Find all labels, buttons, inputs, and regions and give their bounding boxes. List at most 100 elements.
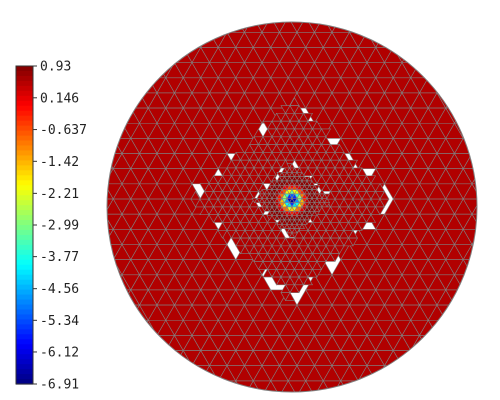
mesh-cell [78, 17, 96, 32]
mesh-cell [87, 2, 105, 17]
mesh-cell [332, 2, 350, 17]
mesh-cell [462, 62, 477, 79]
mesh-cell [490, 2, 500, 17]
mesh-cell [235, 380, 254, 392]
mesh-cell [107, 152, 114, 170]
colorbar-band [16, 314, 33, 321]
colorbar-band [16, 150, 33, 157]
mesh-cell [471, 380, 477, 392]
mesh-cell [173, 22, 193, 33]
mesh-cell [147, 31, 167, 48]
mesh-cell [112, 380, 132, 392]
colorbar-band [16, 210, 33, 216]
mesh-cell [445, 350, 464, 367]
colorbar-band [16, 279, 33, 286]
mesh-cell [462, 107, 477, 124]
mesh-cell [182, 380, 202, 392]
mesh-cell [471, 198, 477, 215]
mesh-cell [156, 365, 176, 382]
mesh-cell [481, 351, 499, 366]
colorbar-band [16, 215, 33, 221]
mesh-cell [453, 77, 473, 94]
mesh-cell [490, 305, 500, 320]
mesh-cell [78, 63, 96, 78]
mesh-cell [385, 2, 403, 17]
mesh-cell [280, 2, 298, 17]
mesh-cell [182, 31, 202, 48]
mesh-cell [210, 2, 228, 17]
mesh-cell [130, 77, 149, 94]
mesh-cell [87, 123, 105, 138]
mesh-cell [366, 22, 386, 33]
mesh-cell [121, 319, 141, 336]
mesh-cell [323, 2, 341, 17]
mesh-cell [78, 32, 96, 47]
mesh-cell [481, 396, 499, 400]
mesh-cell [428, 2, 446, 17]
mesh-cell [107, 274, 123, 291]
mesh-cell [112, 92, 132, 109]
mesh-cell [481, 184, 499, 199]
mesh-cell [428, 396, 446, 400]
mesh-cell [490, 199, 500, 214]
mesh-cell [427, 47, 447, 64]
mesh-cell [78, 396, 96, 400]
mesh-cell [112, 365, 132, 382]
mesh-cell [130, 62, 149, 79]
mesh-cell [365, 214, 377, 223]
mesh-cell [140, 2, 158, 17]
colorbar-band [16, 170, 33, 176]
mesh-cell [306, 396, 324, 400]
domain-boundary [106, 21, 478, 393]
mesh-cell [481, 2, 499, 17]
colorbar-band [16, 269, 33, 276]
mesh-cell [130, 319, 149, 337]
mesh-cell [490, 184, 500, 199]
mesh-cell [87, 381, 105, 396]
mesh-cell [112, 22, 132, 33]
mesh-cell [445, 47, 464, 64]
mesh-cell [481, 138, 499, 153]
mesh-cell [87, 138, 105, 153]
mesh-cell [316, 261, 327, 270]
colorbar-band [16, 244, 33, 251]
colorbar-band [16, 80, 33, 87]
mesh-cell [78, 381, 96, 396]
mesh-cell [112, 62, 132, 79]
mesh-cell [481, 63, 499, 78]
mesh-cell [218, 396, 236, 400]
mesh-cell [481, 290, 499, 305]
mesh-cell [375, 31, 394, 48]
mesh-cell [383, 22, 403, 33]
mesh-cell [462, 77, 477, 94]
mesh-cell [481, 78, 499, 93]
mesh-cell [481, 17, 499, 32]
mesh-cell [87, 169, 105, 184]
mesh-cell [481, 214, 499, 229]
colorbar-band [16, 75, 33, 82]
mesh-cell [70, 47, 88, 62]
mesh-cell [130, 47, 149, 64]
mesh-cell [481, 335, 499, 350]
mesh-cell [192, 2, 210, 17]
mesh-cell [471, 153, 477, 170]
mesh-cell [401, 32, 421, 49]
mesh-cell [78, 169, 96, 184]
mesh-cell [427, 31, 447, 48]
mesh-cell [481, 244, 499, 259]
colorbar-tick-label: -0.637 [40, 123, 87, 138]
mesh-cell [471, 335, 477, 352]
mesh-cell [401, 380, 421, 392]
mesh-cell [284, 292, 296, 301]
mesh-cell [410, 365, 429, 382]
mesh-cell [107, 22, 123, 33]
mesh-cell [297, 396, 315, 400]
mesh-cell [481, 305, 499, 320]
mesh-cell [481, 381, 499, 396]
mesh-cell [138, 335, 158, 352]
colorbar-tick-label: -6.12 [40, 345, 79, 360]
mesh-cell [471, 274, 477, 291]
mesh-cell [107, 350, 114, 367]
mesh-cell [383, 32, 403, 49]
mesh-cell [367, 396, 385, 400]
